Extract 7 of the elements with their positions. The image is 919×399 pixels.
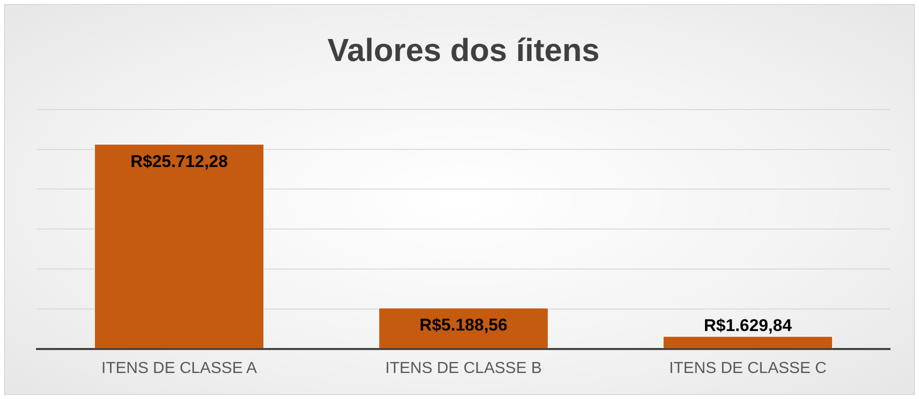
data-label: R$1.629,84 [704,316,792,335]
data-label: R$25.712,28 [130,152,228,171]
x-tick-label: ITENS DE CLASSE C [669,360,827,377]
chart-title: Valores dos íitens [327,32,600,68]
data-label: R$5.188,56 [420,316,508,335]
x-tick-label: ITENS DE CLASSE A [101,360,258,377]
x-tick-label: ITENS DE CLASSE B [385,360,542,377]
